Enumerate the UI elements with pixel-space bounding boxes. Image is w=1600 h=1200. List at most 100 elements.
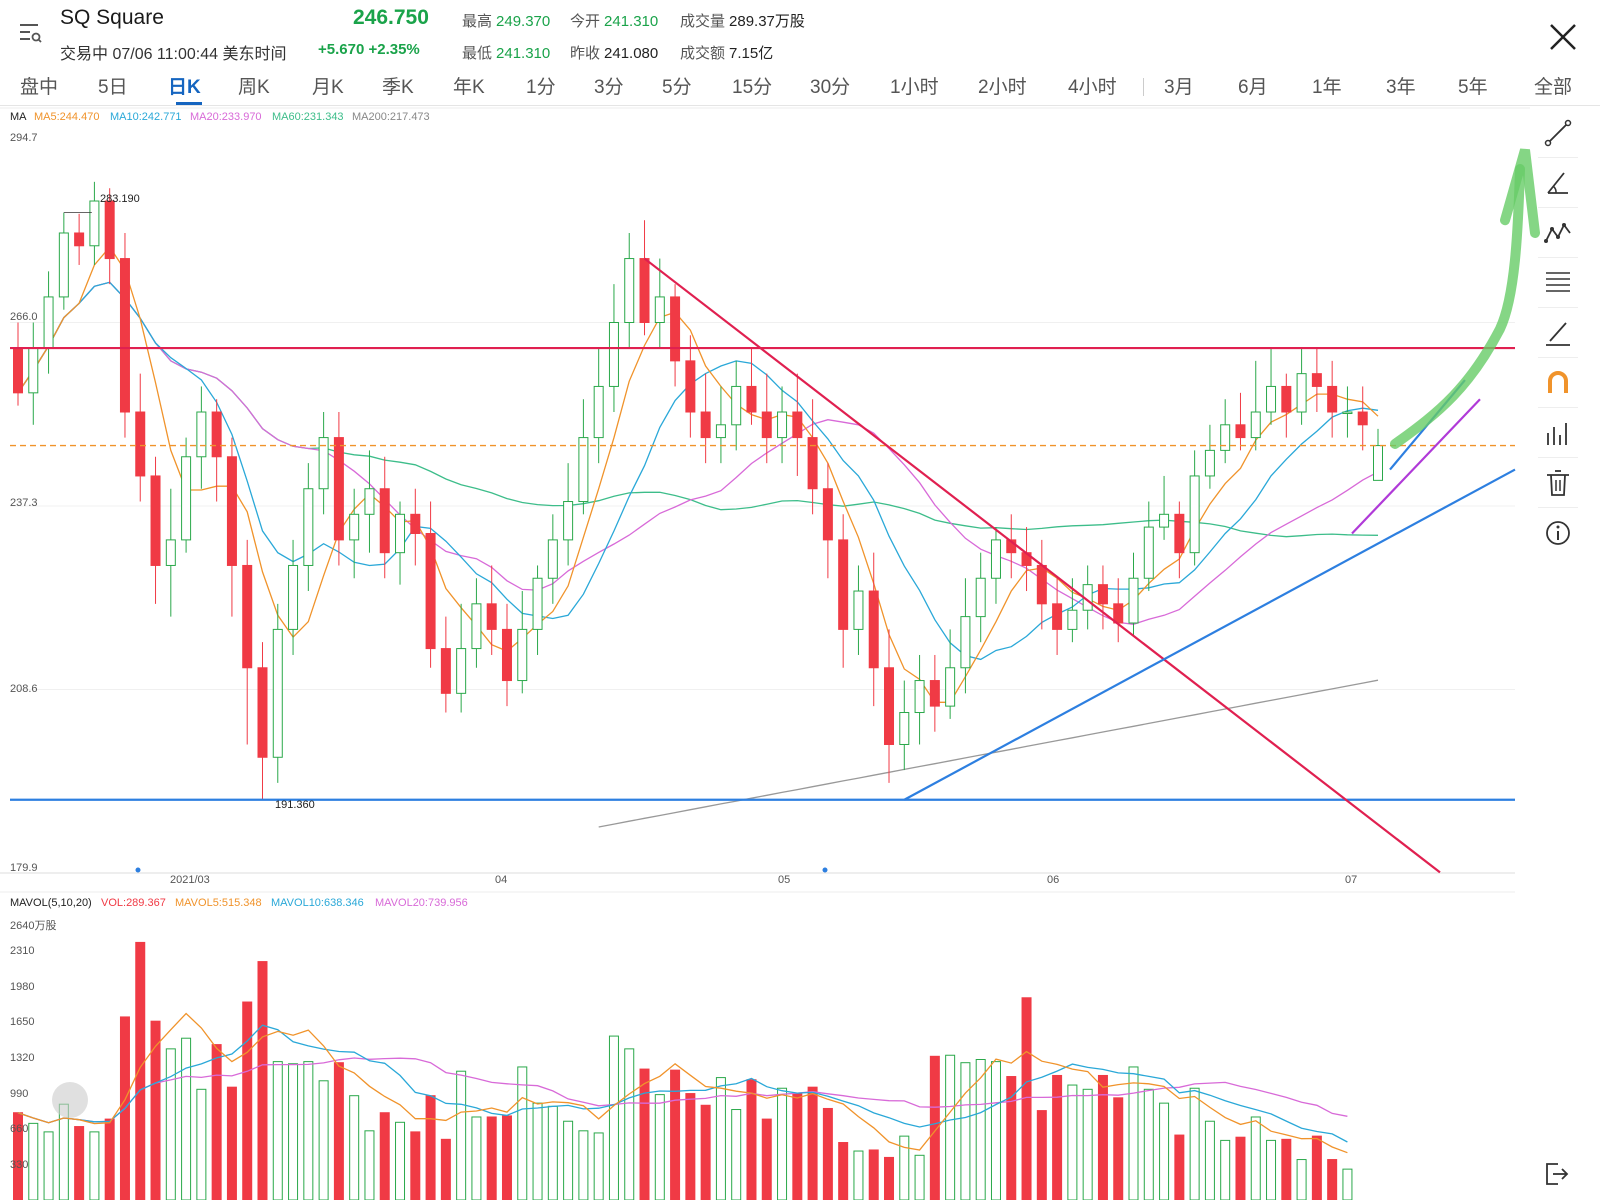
list-menu-icon[interactable] bbox=[16, 18, 44, 46]
volume-bar bbox=[1113, 1097, 1124, 1200]
candle-body bbox=[1052, 603, 1063, 630]
info-icon[interactable] bbox=[1540, 515, 1576, 551]
tab-1year[interactable]: 1年 bbox=[1312, 77, 1342, 98]
candle-body bbox=[990, 539, 1001, 579]
tab-daily-k[interactable]: 日K bbox=[168, 77, 201, 98]
toolbar-divider bbox=[1538, 257, 1578, 258]
tab-30min[interactable]: 30分 bbox=[810, 77, 851, 98]
candle-body bbox=[532, 577, 543, 630]
fibonacci-icon[interactable] bbox=[1540, 265, 1576, 301]
candle-body bbox=[1143, 526, 1154, 579]
tab-5year[interactable]: 5年 bbox=[1458, 77, 1488, 98]
candle-body bbox=[654, 296, 665, 323]
candle-body bbox=[715, 424, 726, 439]
candle-body bbox=[379, 488, 390, 554]
date-axis-label: 06 bbox=[1047, 874, 1060, 886]
volume-bar bbox=[1082, 1088, 1093, 1200]
stat-low: 最低 241.310 bbox=[462, 45, 551, 62]
angle-tool-icon[interactable] bbox=[1540, 165, 1576, 201]
tab-3year[interactable]: 3年 bbox=[1386, 77, 1416, 98]
tab-6month[interactable]: 6月 bbox=[1238, 77, 1268, 98]
volume-bar bbox=[165, 1048, 176, 1200]
volume-bar bbox=[257, 961, 268, 1200]
close-icon[interactable] bbox=[1548, 22, 1578, 52]
volume-bar bbox=[456, 1070, 467, 1200]
volume-bar bbox=[242, 1001, 253, 1200]
candle-body bbox=[731, 385, 742, 426]
high-annotation: 283.190 bbox=[100, 193, 140, 205]
volume-bar bbox=[1250, 1116, 1261, 1200]
tab-all[interactable]: 全部 bbox=[1534, 77, 1573, 98]
trend-line-icon[interactable] bbox=[1540, 115, 1576, 151]
tab-1min[interactable]: 1分 bbox=[526, 77, 556, 98]
volume-bar bbox=[349, 1095, 360, 1200]
tab-5min[interactable]: 5分 bbox=[662, 77, 692, 98]
candle-body bbox=[486, 603, 497, 630]
tab-3month[interactable]: 3月 bbox=[1164, 77, 1194, 98]
candle-body bbox=[1097, 584, 1108, 605]
tab-15min[interactable]: 15分 bbox=[732, 77, 773, 98]
volume-bar bbox=[181, 1037, 192, 1200]
volume-axis-label: 2640万股 bbox=[10, 920, 57, 932]
volume-bar bbox=[150, 1020, 161, 1200]
volume-bar bbox=[517, 1066, 528, 1200]
volume-bar bbox=[1159, 1102, 1170, 1200]
tab-1hour[interactable]: 1小时 bbox=[890, 77, 939, 98]
tab-5day[interactable]: 5日 bbox=[98, 77, 128, 98]
wave-tool-icon[interactable] bbox=[1540, 215, 1576, 251]
volume-bar bbox=[715, 1077, 726, 1200]
candle-body bbox=[89, 200, 100, 247]
quote-header: SQ Square 交易中 07/06 11:00:44 美东时间 246.75… bbox=[0, 0, 1600, 66]
exit-icon[interactable] bbox=[1542, 1160, 1570, 1188]
tab-quarterly-k[interactable]: 季K bbox=[382, 77, 414, 98]
tab-weekly-k[interactable]: 周K bbox=[238, 77, 270, 98]
volume-bar bbox=[303, 1061, 314, 1200]
tab-2hour[interactable]: 2小时 bbox=[978, 77, 1027, 98]
volume-bar bbox=[1204, 1120, 1215, 1200]
date-axis-label: 07 bbox=[1345, 874, 1358, 886]
candle-body bbox=[792, 411, 803, 439]
volume-bar bbox=[272, 1061, 283, 1200]
candle-body bbox=[165, 539, 176, 566]
mavol10-line bbox=[17, 1024, 1348, 1143]
mavol20-legend: MAVOL20:739.956 bbox=[375, 897, 468, 909]
candle-body bbox=[13, 347, 23, 394]
forecast-arrow bbox=[1390, 164, 1525, 449]
volume-bar bbox=[1006, 1076, 1017, 1200]
volume-bar bbox=[975, 1059, 986, 1200]
tab-intraday[interactable]: 盘中 bbox=[20, 77, 59, 98]
candle-body bbox=[471, 603, 482, 650]
candle-body bbox=[425, 532, 436, 650]
candle-body bbox=[517, 628, 528, 682]
volume-bar bbox=[547, 1105, 558, 1200]
low-annotation: 191.360 bbox=[275, 799, 315, 811]
pen-tool-icon[interactable] bbox=[1540, 315, 1576, 351]
tab-4hour[interactable]: 4小时 bbox=[1068, 77, 1117, 98]
volume-bar bbox=[1296, 1159, 1307, 1200]
tab-3min[interactable]: 3分 bbox=[594, 77, 624, 98]
volume-bar bbox=[1327, 1159, 1338, 1200]
tab-monthly-k[interactable]: 月K bbox=[312, 77, 344, 98]
forecast-arrow-head bbox=[1500, 148, 1540, 238]
volume-bar bbox=[990, 1061, 1001, 1200]
stat-high: 最高 249.370 bbox=[462, 13, 551, 30]
volume-bar bbox=[1220, 1139, 1231, 1200]
candle-body bbox=[58, 232, 69, 298]
volume-bar bbox=[395, 1121, 406, 1200]
candle-body bbox=[440, 648, 451, 694]
candle-body bbox=[1373, 445, 1383, 481]
candle-body bbox=[257, 667, 268, 758]
volume-axis-label: 1980 bbox=[10, 981, 35, 993]
candle-body bbox=[135, 411, 146, 477]
magnet-icon[interactable] bbox=[1540, 365, 1576, 401]
candle-body bbox=[226, 456, 237, 566]
trash-icon[interactable] bbox=[1540, 465, 1576, 501]
volume-bar bbox=[1097, 1074, 1108, 1200]
volume-bar bbox=[685, 1093, 696, 1200]
active-tab-indicator bbox=[176, 102, 202, 105]
candle-body bbox=[777, 411, 788, 439]
tab-yearly-k[interactable]: 年K bbox=[453, 77, 485, 98]
indicator-icon[interactable] bbox=[1540, 415, 1576, 451]
candle-body bbox=[1036, 564, 1047, 605]
